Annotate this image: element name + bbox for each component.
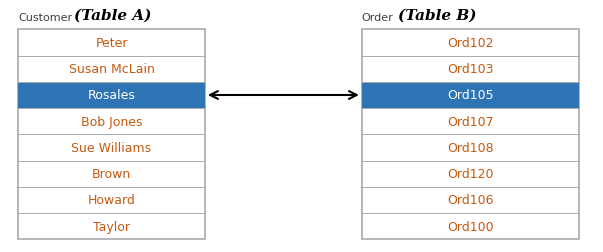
Text: Ord100: Ord100 — [447, 220, 494, 233]
Text: Brown: Brown — [92, 168, 131, 180]
Bar — [362, 30, 579, 239]
Text: Rosales: Rosales — [87, 89, 136, 102]
Text: Peter: Peter — [95, 37, 128, 50]
Bar — [362, 82, 579, 109]
Text: Taylor: Taylor — [93, 220, 130, 233]
Bar — [18, 30, 205, 239]
Text: Bob Jones: Bob Jones — [81, 115, 142, 128]
Text: Sue Williams: Sue Williams — [72, 141, 151, 154]
Text: Susan McLain: Susan McLain — [69, 63, 154, 76]
Text: Ord107: Ord107 — [447, 115, 494, 128]
Text: Ord108: Ord108 — [447, 141, 494, 154]
Text: Ord102: Ord102 — [447, 37, 494, 50]
Text: (Table B): (Table B) — [398, 9, 476, 23]
Text: Ord106: Ord106 — [447, 194, 494, 207]
Text: Ord103: Ord103 — [447, 63, 494, 76]
Text: Customer: Customer — [18, 13, 72, 23]
Text: Ord120: Ord120 — [447, 168, 494, 180]
Text: Order: Order — [362, 13, 394, 23]
Text: (Table A): (Table A) — [74, 9, 151, 23]
Text: Howard: Howard — [87, 194, 136, 207]
Text: Ord105: Ord105 — [447, 89, 494, 102]
Bar — [18, 82, 205, 109]
